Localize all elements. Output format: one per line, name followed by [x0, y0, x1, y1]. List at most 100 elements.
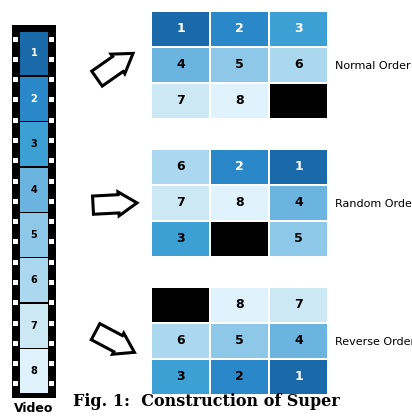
Text: 6: 6: [176, 160, 185, 173]
Text: 6: 6: [294, 58, 303, 71]
Polygon shape: [92, 53, 133, 86]
Bar: [270, 222, 327, 256]
Bar: [49, 381, 54, 386]
Bar: [14, 280, 19, 285]
Bar: [152, 48, 209, 82]
Bar: [152, 186, 209, 220]
Text: 8: 8: [30, 366, 37, 376]
Text: 3: 3: [30, 139, 37, 149]
Bar: [14, 118, 19, 123]
Bar: [49, 138, 54, 143]
Bar: [49, 118, 54, 123]
Bar: [152, 84, 209, 118]
Bar: [14, 341, 19, 346]
Bar: [152, 324, 209, 358]
Bar: [152, 360, 209, 394]
Bar: [49, 280, 54, 285]
Bar: [152, 12, 209, 46]
Text: 1: 1: [30, 48, 37, 58]
Text: 6: 6: [30, 276, 37, 285]
Text: 3: 3: [294, 23, 303, 36]
Bar: [211, 84, 268, 118]
Bar: [20, 77, 48, 121]
Bar: [211, 360, 268, 394]
Text: Video: Video: [14, 402, 54, 415]
Text: 4: 4: [30, 184, 37, 194]
Bar: [152, 150, 209, 184]
Bar: [14, 158, 19, 163]
Bar: [270, 84, 327, 118]
Bar: [49, 361, 54, 366]
Text: 8: 8: [235, 197, 244, 210]
Text: 7: 7: [294, 299, 303, 312]
Bar: [49, 300, 54, 305]
Bar: [20, 304, 48, 348]
Bar: [14, 37, 19, 42]
Text: 3: 3: [176, 233, 185, 246]
Bar: [20, 213, 48, 257]
Bar: [14, 178, 19, 184]
Bar: [211, 222, 268, 256]
Bar: [211, 324, 268, 358]
Bar: [20, 258, 48, 302]
Bar: [211, 12, 268, 46]
Bar: [270, 12, 327, 46]
Bar: [49, 158, 54, 163]
Text: 5: 5: [235, 58, 244, 71]
Bar: [20, 32, 48, 75]
Text: 7: 7: [176, 197, 185, 210]
Bar: [12, 25, 56, 398]
Bar: [14, 77, 19, 82]
Bar: [14, 199, 19, 204]
Bar: [152, 222, 209, 256]
Bar: [49, 37, 54, 42]
Polygon shape: [93, 192, 137, 216]
Bar: [270, 48, 327, 82]
Bar: [14, 260, 19, 265]
Bar: [14, 300, 19, 305]
Bar: [49, 199, 54, 204]
Text: 5: 5: [294, 233, 303, 246]
Bar: [14, 320, 19, 326]
Text: 6: 6: [176, 334, 185, 347]
Bar: [270, 186, 327, 220]
Text: 4: 4: [294, 334, 303, 347]
Text: 7: 7: [30, 321, 37, 331]
Text: 2: 2: [235, 370, 244, 383]
Text: 2: 2: [30, 94, 37, 104]
Bar: [20, 349, 48, 393]
Text: 1: 1: [294, 160, 303, 173]
Bar: [49, 239, 54, 244]
Text: Fig. 1:  Construction of Super: Fig. 1: Construction of Super: [73, 393, 339, 410]
Text: 5: 5: [30, 230, 37, 240]
Text: 8: 8: [235, 299, 244, 312]
Bar: [270, 360, 327, 394]
Text: Random Order: Random Order: [335, 199, 412, 209]
Bar: [14, 57, 19, 62]
Bar: [49, 97, 54, 102]
Text: 5: 5: [235, 334, 244, 347]
Bar: [14, 381, 19, 386]
Text: 7: 7: [176, 94, 185, 108]
Text: 3: 3: [176, 370, 185, 383]
Text: 1: 1: [294, 370, 303, 383]
Bar: [270, 324, 327, 358]
Bar: [211, 48, 268, 82]
Bar: [49, 341, 54, 346]
Bar: [211, 288, 268, 322]
Text: 4: 4: [176, 58, 185, 71]
Bar: [49, 219, 54, 224]
Bar: [14, 97, 19, 102]
Bar: [211, 150, 268, 184]
Text: 2: 2: [235, 23, 244, 36]
Bar: [49, 57, 54, 62]
Text: Reverse Order: Reverse Order: [335, 337, 412, 347]
Bar: [14, 239, 19, 244]
Bar: [211, 186, 268, 220]
Text: 8: 8: [235, 94, 244, 108]
Bar: [49, 260, 54, 265]
Bar: [270, 150, 327, 184]
Bar: [14, 361, 19, 366]
Bar: [20, 122, 48, 166]
Bar: [14, 219, 19, 224]
